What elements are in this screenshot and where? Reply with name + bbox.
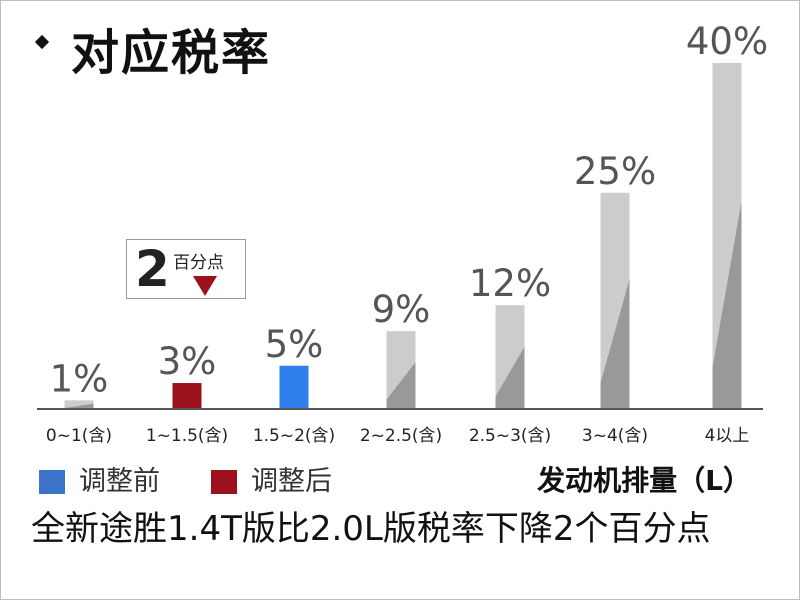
caption: 全新途胜1.4T版比2.0L版税率下降2个百分点: [31, 509, 711, 549]
x-axis-title: 发动机排量（L）: [537, 464, 751, 497]
down-arrow-icon: [193, 276, 217, 296]
bar-2: [279, 365, 309, 409]
value-label-1: 3%: [158, 340, 217, 383]
category-label-5: 3~4(含): [582, 426, 648, 446]
value-label-5: 25%: [574, 150, 656, 193]
chart-title: 对应税率: [71, 25, 272, 81]
legend-label-before: 调整前: [79, 466, 160, 497]
value-label-6: 40%: [686, 20, 768, 63]
category-label-2: 1.5~2(含): [253, 426, 335, 446]
bar-0: [64, 400, 94, 409]
value-label-0: 1%: [50, 357, 109, 400]
bar-shade-3: [386, 362, 416, 409]
category-label-1: 1~1.5(含): [146, 426, 228, 446]
category-label-0: 0~1(含): [46, 426, 112, 446]
bar-shade-4: [495, 346, 525, 409]
bar-shade-0: [64, 403, 94, 409]
change-callout: 2 百分点: [126, 239, 246, 299]
legend-swatch-before: [39, 470, 65, 494]
value-label-3: 9%: [372, 288, 431, 331]
callout-number: 2: [135, 240, 170, 298]
value-label-4: 12%: [469, 262, 551, 305]
legend-label-after: 调整后: [251, 466, 332, 497]
value-label-2: 5%: [265, 323, 324, 366]
bar-shade-6: [712, 201, 742, 409]
bar-1: [172, 383, 202, 409]
category-label-6: 4以上: [705, 426, 750, 446]
bar-shade-5: [600, 279, 630, 409]
legend-swatch-after: [211, 470, 237, 494]
category-label-4: 2.5~3(含): [469, 426, 551, 446]
callout-unit: 百分点: [173, 253, 224, 273]
category-label-3: 2~2.5(含): [360, 426, 442, 446]
